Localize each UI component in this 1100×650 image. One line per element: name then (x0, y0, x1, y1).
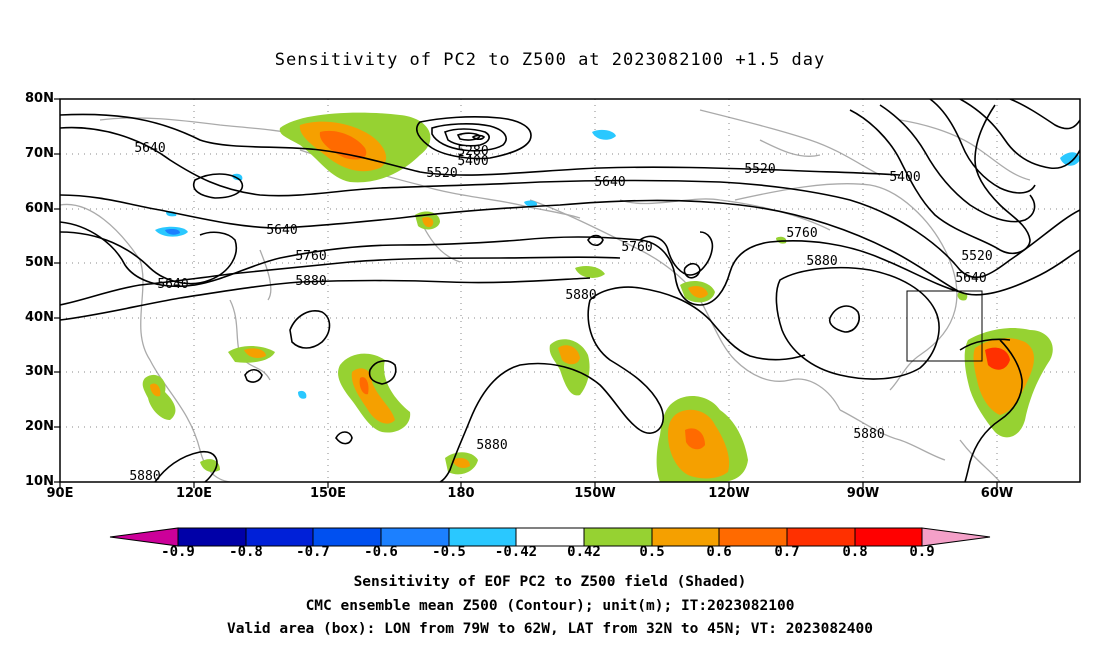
contour-label: 5280 (457, 144, 488, 159)
shade-negative (165, 229, 180, 235)
contour-label: 5760 (786, 226, 817, 241)
lat-label: 70N (25, 146, 54, 161)
map-frame (59, 98, 1081, 483)
valid-area-box (906, 290, 983, 362)
colorbar-label: 0.5 (639, 544, 665, 560)
contour-label: 5400 (889, 170, 920, 185)
shade-positive (319, 130, 367, 160)
colorbar-label: -0.9 (161, 544, 195, 560)
contour-label: 5880 (476, 438, 507, 453)
colorbar-label: 0.7 (774, 544, 800, 560)
contour-label: 5880 (129, 469, 160, 484)
contour-label: 5520 (426, 166, 457, 181)
shade-negative (298, 390, 307, 399)
contour-label: 5640 (134, 141, 165, 156)
lat-label: 10N (25, 474, 54, 489)
contour-label: 5880 (806, 254, 837, 269)
lon-label: 90E (46, 486, 74, 501)
shade-positive (422, 217, 434, 228)
shade-positive (359, 377, 369, 395)
colorbar-label: -0.8 (229, 544, 263, 560)
contour-label: 5520 (744, 162, 775, 177)
colorbar (109, 527, 991, 547)
contour-label: 5640 (594, 175, 625, 190)
contour-label: 5640 (157, 277, 188, 292)
lat-label: 40N (25, 310, 54, 325)
colorbar-cell (921, 527, 991, 547)
shade-negative (592, 129, 616, 140)
lon-label: 120E (175, 486, 213, 501)
colorbar-label: -0.5 (432, 544, 466, 560)
lat-label: 50N (25, 255, 54, 270)
contour-labels: 5640 5280 5400 5520 5640 5520 5400 5640 … (129, 141, 992, 484)
shade-negative (1060, 152, 1080, 166)
lon-label: 60W (980, 486, 1014, 501)
coastlines (60, 109, 1031, 482)
shade-negative (524, 200, 538, 207)
map-title: Sensitivity of PC2 to Z500 at 2023082100… (274, 50, 826, 70)
lat-label: 80N (25, 91, 54, 106)
lon-label: 150W (574, 486, 616, 501)
contour-label: 5760 (295, 249, 326, 264)
shade-negative (232, 173, 243, 181)
colorbar-label: -0.6 (364, 544, 398, 560)
colorbar-label: 0.6 (706, 544, 732, 560)
colorbar-label: -0.42 (494, 544, 538, 560)
lon-label: 90W (846, 486, 880, 501)
lat-label: 60N (25, 201, 54, 216)
lat-label: 20N (25, 419, 54, 434)
caption-contour: CMC ensemble mean Z500 (Contour); unit(m… (305, 598, 795, 614)
contour-label: 5880 (295, 274, 326, 289)
shade-positive (688, 286, 708, 298)
shade-positive (985, 347, 1010, 370)
axis-ticks (54, 98, 998, 488)
shade-positive (685, 428, 705, 450)
shade-positive (558, 345, 580, 365)
contour-label: 5400 (457, 154, 488, 169)
shade-positive (452, 458, 470, 468)
lon-label: 120W (708, 486, 750, 501)
contour-label: 5880 (565, 288, 596, 303)
colorbar-label: 0.42 (567, 544, 601, 560)
shade-positive (244, 348, 266, 358)
shade-positive (575, 266, 605, 278)
lat-label: 30N (25, 364, 54, 379)
lon-label: 150E (309, 486, 347, 501)
shade-positive (549, 339, 590, 396)
shade-positive (150, 383, 161, 397)
caption-valid-area: Valid area (box): LON from 79W to 62W, L… (226, 621, 873, 637)
contour-label: 5640 (955, 271, 986, 286)
colorbar-label: 0.9 (909, 544, 935, 560)
shade-positive (142, 374, 176, 420)
z500-contours (60, 99, 1080, 482)
colorbar-label: 0.8 (842, 544, 868, 560)
contour-label: 5520 (961, 249, 992, 264)
contour-label: 5640 (266, 223, 297, 238)
caption-shading: Sensitivity of EOF PC2 to Z500 field (Sh… (353, 574, 747, 590)
contour-label: 5760 (621, 240, 652, 255)
contour-label: 5880 (853, 427, 884, 442)
lon-label: 180 (447, 486, 475, 501)
colorbar-label: -0.7 (296, 544, 330, 560)
